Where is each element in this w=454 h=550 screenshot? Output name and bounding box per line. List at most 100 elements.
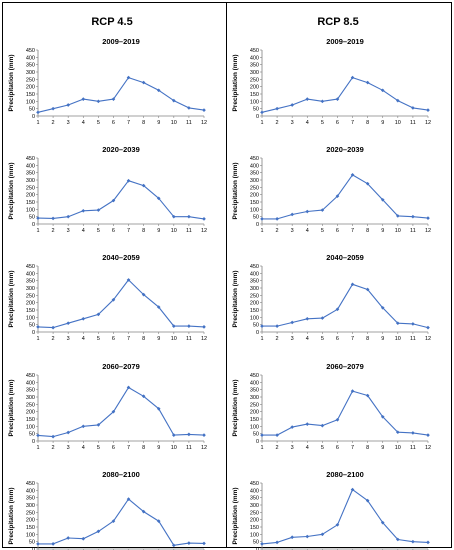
y-tick-label: 50 — [29, 107, 35, 113]
x-tick-label: 12 — [201, 336, 207, 342]
data-point — [187, 106, 191, 110]
y-axis-title: Precipitation (mm) — [8, 487, 15, 544]
x-tick-label: 3 — [291, 228, 294, 234]
data-point — [141, 183, 146, 188]
y-tick-label: 250 — [250, 185, 259, 191]
y-tick-label: 100 — [26, 315, 35, 321]
data-point — [411, 431, 415, 435]
data-point — [426, 325, 430, 330]
data-point — [411, 214, 415, 219]
series-line — [261, 77, 429, 113]
data-point — [111, 297, 116, 302]
data-point — [111, 519, 116, 523]
y-tick-label: 400 — [250, 271, 259, 277]
y-tick-label: 250 — [250, 293, 259, 299]
x-tick-label: 8 — [142, 228, 145, 234]
y-tick-label: 150 — [26, 92, 35, 98]
y-axis-title: Precipitation (mm) — [232, 270, 239, 327]
data-point — [411, 322, 415, 326]
x-tick-label: 2 — [52, 336, 55, 342]
data-point — [305, 422, 310, 426]
y-tick-label: 100 — [26, 99, 35, 105]
x-tick-label: 1 — [36, 336, 39, 342]
y-tick-label: 350 — [250, 171, 259, 177]
data-point — [365, 181, 370, 186]
data-point — [187, 541, 191, 545]
x-tick-label: 4 — [82, 445, 85, 451]
y-tick-label: 450 — [26, 373, 35, 379]
y-tick-label: 250 — [250, 402, 259, 408]
x-tick-label: 11 — [410, 336, 416, 342]
x-tick-label: 10 — [395, 445, 401, 451]
data-point — [126, 278, 131, 282]
data-point — [290, 103, 295, 107]
data-point — [395, 430, 400, 435]
y-axis-title: Precipitation (mm) — [8, 379, 15, 436]
y-tick-label: 150 — [250, 92, 259, 98]
x-tick-label: 7 — [351, 445, 354, 451]
series-line — [262, 390, 429, 436]
y-tick-label: 200 — [250, 518, 259, 524]
y-tick-label: 350 — [250, 496, 259, 502]
x-tick-label: 3 — [67, 445, 70, 451]
data-point — [171, 324, 176, 328]
x-tick-label: 3 — [67, 336, 70, 342]
y-tick-label: 200 — [250, 193, 259, 199]
data-point — [380, 197, 385, 202]
y-axis-title: Precipitation (mm) — [232, 162, 239, 219]
data-point — [350, 282, 355, 287]
y-tick-label: 100 — [250, 207, 259, 213]
y-tick-label: 150 — [250, 308, 259, 314]
x-tick-label: 1 — [36, 445, 39, 451]
data-point — [66, 321, 71, 326]
y-tick-label: 150 — [26, 417, 35, 423]
y-tick-label: 250 — [26, 77, 35, 83]
data-point — [187, 324, 191, 328]
series-line — [262, 174, 429, 220]
x-tick-label: 6 — [336, 336, 339, 342]
y-tick-label: 400 — [250, 163, 259, 169]
data-point — [365, 498, 370, 503]
y-tick-label: 150 — [250, 200, 259, 206]
data-point — [96, 99, 101, 104]
data-point — [96, 208, 101, 212]
data-point — [350, 487, 355, 492]
x-tick-label: 10 — [171, 120, 177, 126]
y-tick-label: 450 — [250, 373, 259, 379]
data-point — [260, 110, 264, 115]
data-point — [290, 425, 295, 429]
chart-title: 2080–2100 — [102, 470, 140, 479]
y-tick-label: 0 — [32, 547, 35, 550]
x-tick-label: 8 — [142, 120, 145, 126]
data-point — [365, 393, 370, 398]
x-tick-label: 7 — [127, 336, 130, 342]
series-line — [262, 283, 429, 329]
data-point — [305, 316, 310, 321]
y-tick-label: 100 — [250, 315, 259, 321]
data-point — [320, 316, 325, 320]
x-tick-label: 12 — [425, 120, 431, 126]
x-tick-label: 1 — [260, 228, 263, 234]
y-tick-label: 450 — [250, 264, 259, 270]
x-tick-label: 11 — [186, 445, 192, 451]
y-tick-label: 400 — [26, 488, 35, 494]
y-tick-label: 450 — [250, 48, 259, 54]
data-point — [171, 433, 176, 437]
column-frame-rcp85 — [226, 2, 452, 548]
y-tick-label: 200 — [26, 518, 35, 524]
x-tick-label: 9 — [381, 445, 384, 451]
y-tick-label: 100 — [26, 532, 35, 538]
data-point — [66, 430, 71, 435]
series-line — [38, 498, 205, 546]
data-point — [290, 320, 295, 325]
data-point — [96, 529, 101, 534]
data-point — [411, 539, 415, 544]
data-point — [380, 414, 385, 419]
y-tick-label: 0 — [256, 330, 259, 336]
